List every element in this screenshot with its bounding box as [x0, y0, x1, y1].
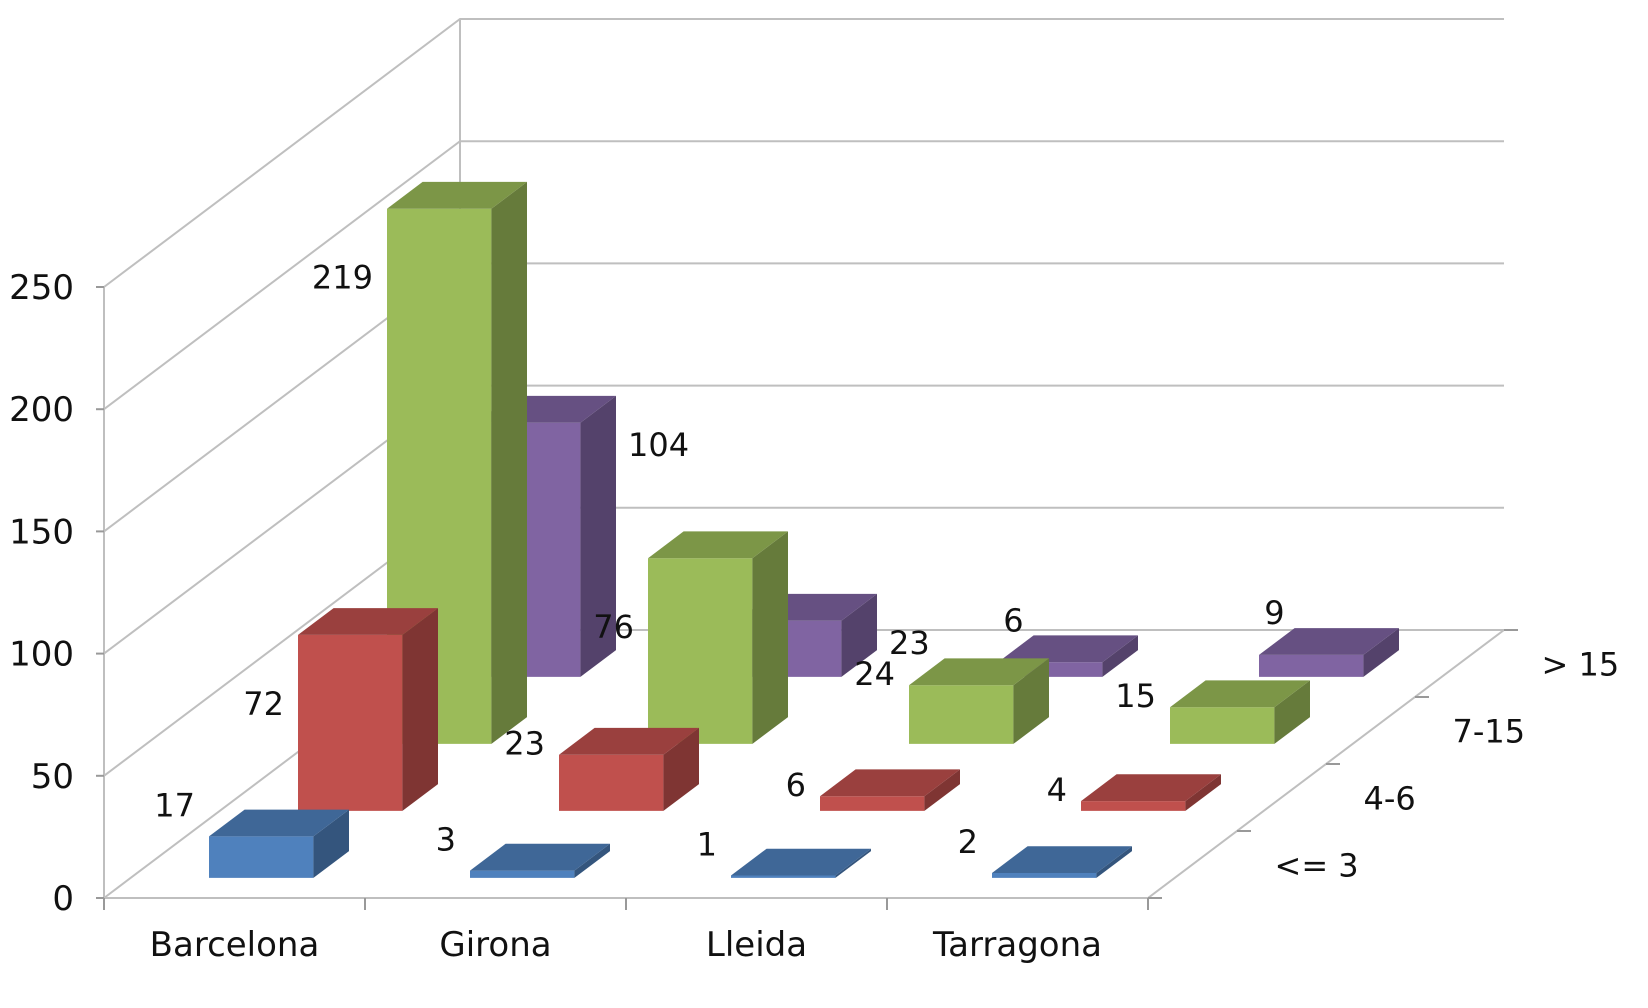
bar-3-girona: 3 — [436, 821, 610, 878]
bar-side-face — [1102, 635, 1138, 677]
bar-side-face — [1363, 628, 1399, 677]
bar-top-face — [470, 843, 610, 871]
bar-side-face — [313, 809, 349, 878]
bar-top-face — [820, 769, 960, 797]
x-axis: Barcelona Girona Lleida Tarragona — [103, 898, 1149, 965]
data-label: 104 — [628, 426, 689, 464]
bar-side-face — [663, 727, 699, 811]
bar-top-face — [559, 727, 699, 755]
bar-46-girona: 23 — [504, 725, 699, 811]
bar-front-face — [909, 685, 1014, 744]
data-label: 1 — [697, 825, 717, 863]
data-label: 23 — [504, 725, 545, 763]
bar-front-face — [1259, 654, 1364, 677]
bar-top-face — [731, 848, 871, 876]
bar-top-face — [298, 608, 438, 635]
depth-tick-label: 7-15 — [1453, 713, 1526, 751]
bar-front-face — [731, 875, 836, 878]
bar-top-face — [1170, 680, 1310, 708]
data-label: 24 — [854, 655, 895, 693]
data-label: 6 — [786, 766, 806, 804]
bar-side-face — [1185, 774, 1221, 811]
bar-side-face — [1274, 680, 1310, 744]
data-label: 72 — [243, 685, 284, 723]
bar-front-face — [1081, 801, 1186, 811]
y-tick-labels: 0 50 100 150 200 250 — [9, 268, 104, 919]
bar-top-face — [992, 846, 1132, 873]
depth-tick-label: <= 3 — [1275, 847, 1359, 885]
bars: 104 23 6 9 219 76 24 15 72 23 6 4 17 3 1 2 — [154, 181, 1399, 878]
bar-top-face — [648, 531, 788, 559]
bar-top-face — [1259, 628, 1399, 655]
y-tick-label: 100 — [9, 635, 74, 675]
data-label: 6 — [1003, 601, 1023, 639]
bar-front-face — [298, 634, 403, 811]
y-tick-label: 200 — [9, 390, 74, 430]
bar-side-face — [924, 769, 960, 811]
y-tick-label: 250 — [9, 268, 74, 308]
bar-3-lleida: 1 — [697, 825, 871, 878]
bar-715-girona: 76 — [593, 531, 788, 744]
bar-top-face — [1081, 774, 1221, 802]
data-label: 4 — [1047, 771, 1067, 809]
depth-tick-label: > 15 — [1542, 646, 1620, 684]
bar-front-face — [992, 873, 1097, 878]
data-label: 15 — [1115, 677, 1156, 715]
bar-front-face — [209, 836, 314, 878]
y-tick-label: 0 — [52, 879, 74, 919]
y-tick-label: 150 — [9, 512, 74, 552]
x-tick-label: Barcelona — [150, 925, 320, 965]
x-tick-label: Tarragona — [932, 925, 1102, 965]
gridline-150 — [103, 262, 1504, 533]
bar-top-face — [209, 809, 349, 837]
bar-side-face — [841, 593, 877, 677]
bar-top-face — [909, 658, 1049, 686]
bar-46-lleida: 6 — [786, 766, 960, 811]
bar-side-face — [491, 181, 527, 744]
gridline-250 — [103, 18, 1504, 288]
bar-side-face — [580, 395, 616, 677]
data-label: 17 — [154, 786, 195, 824]
data-label: 76 — [593, 608, 634, 646]
bar-715-tarragona: 15 — [1115, 677, 1310, 744]
bar-side-face — [1013, 658, 1049, 744]
bar-front-face — [1170, 707, 1275, 744]
bar-top-face — [387, 181, 527, 209]
data-label: 23 — [889, 624, 930, 662]
bar-side-face — [402, 608, 438, 811]
x-tick-label: Girona — [439, 925, 551, 965]
data-label: 219 — [312, 259, 373, 297]
depth-tick-label: 4-6 — [1364, 780, 1416, 818]
data-label: 3 — [436, 821, 456, 859]
bar-front-face — [559, 754, 664, 811]
y-tick-label: 50 — [31, 757, 74, 797]
bar-side-face — [835, 848, 871, 878]
bar-3-tarragona: 2 — [958, 823, 1132, 878]
data-label: 2 — [958, 823, 978, 861]
bar-3-barcelona: 17 — [154, 786, 349, 878]
bar-15-tarragona: 9 — [1259, 594, 1399, 677]
bar-front-face — [648, 558, 753, 744]
bar-715-lleida: 24 — [854, 655, 1049, 744]
bar-top-face — [998, 635, 1138, 663]
x-tick-label: Lleida — [706, 925, 807, 965]
bar-side-face — [574, 843, 610, 878]
bar-46-tarragona: 4 — [1047, 771, 1221, 811]
bar-front-face — [820, 796, 925, 811]
bar-front-face — [470, 870, 575, 878]
bar-side-face — [752, 531, 788, 744]
bar-46-barcelona: 72 — [243, 608, 438, 811]
depth-axis: <= 34-6 7-15 > 15 — [1148, 629, 1620, 899]
bar-side-face — [1096, 846, 1132, 878]
data-label: 9 — [1264, 594, 1284, 632]
